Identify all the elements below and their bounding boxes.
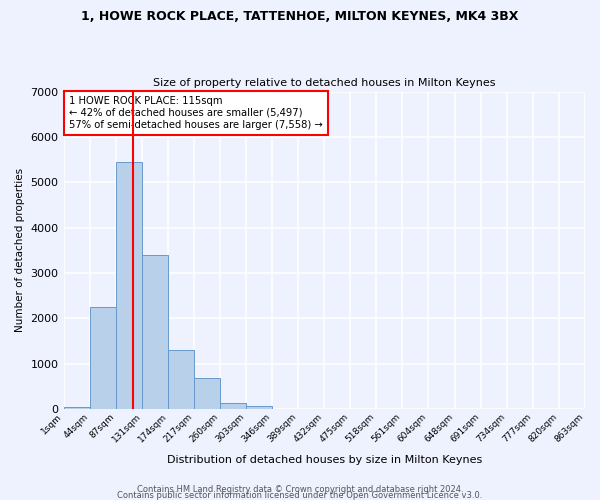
Bar bbox=[246, 406, 272, 409]
Bar bbox=[220, 402, 246, 409]
Y-axis label: Number of detached properties: Number of detached properties bbox=[15, 168, 25, 332]
X-axis label: Distribution of detached houses by size in Milton Keynes: Distribution of detached houses by size … bbox=[167, 455, 482, 465]
Text: 1 HOWE ROCK PLACE: 115sqm
← 42% of detached houses are smaller (5,497)
57% of se: 1 HOWE ROCK PLACE: 115sqm ← 42% of detac… bbox=[69, 96, 323, 130]
Bar bbox=[142, 255, 168, 409]
Bar bbox=[89, 307, 116, 409]
Text: 1, HOWE ROCK PLACE, TATTENHOE, MILTON KEYNES, MK4 3BX: 1, HOWE ROCK PLACE, TATTENHOE, MILTON KE… bbox=[82, 10, 518, 23]
Text: Contains public sector information licensed under the Open Government Licence v3: Contains public sector information licen… bbox=[118, 490, 482, 500]
Bar bbox=[116, 162, 142, 409]
Bar bbox=[64, 407, 89, 409]
Text: Contains HM Land Registry data © Crown copyright and database right 2024.: Contains HM Land Registry data © Crown c… bbox=[137, 484, 463, 494]
Bar bbox=[194, 378, 220, 409]
Title: Size of property relative to detached houses in Milton Keynes: Size of property relative to detached ho… bbox=[153, 78, 496, 88]
Bar bbox=[168, 350, 194, 409]
